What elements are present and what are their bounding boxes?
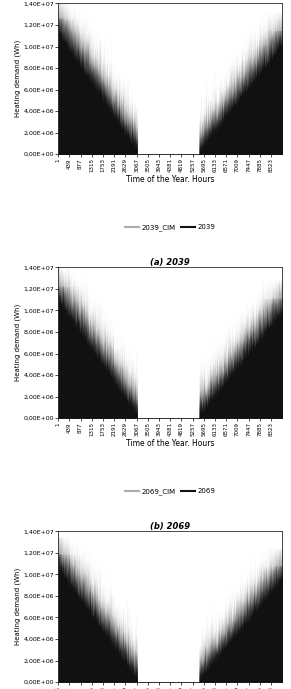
X-axis label: Time of the Year. Hours: Time of the Year. Hours [126,175,214,184]
X-axis label: Time of the Year. Hours: Time of the Year. Hours [126,439,214,448]
Legend: 2069_CIM, 2069: 2069_CIM, 2069 [122,485,219,497]
Text: (b) 2069: (b) 2069 [150,522,190,531]
Y-axis label: Heating demand (Wh): Heating demand (Wh) [14,568,20,646]
Text: (a) 2039: (a) 2039 [150,258,190,267]
Y-axis label: Heating demand (Wh): Heating demand (Wh) [14,304,20,382]
Y-axis label: Heating demand (Wh): Heating demand (Wh) [14,40,20,118]
Legend: 2039_CIM, 2039: 2039_CIM, 2039 [122,221,219,234]
